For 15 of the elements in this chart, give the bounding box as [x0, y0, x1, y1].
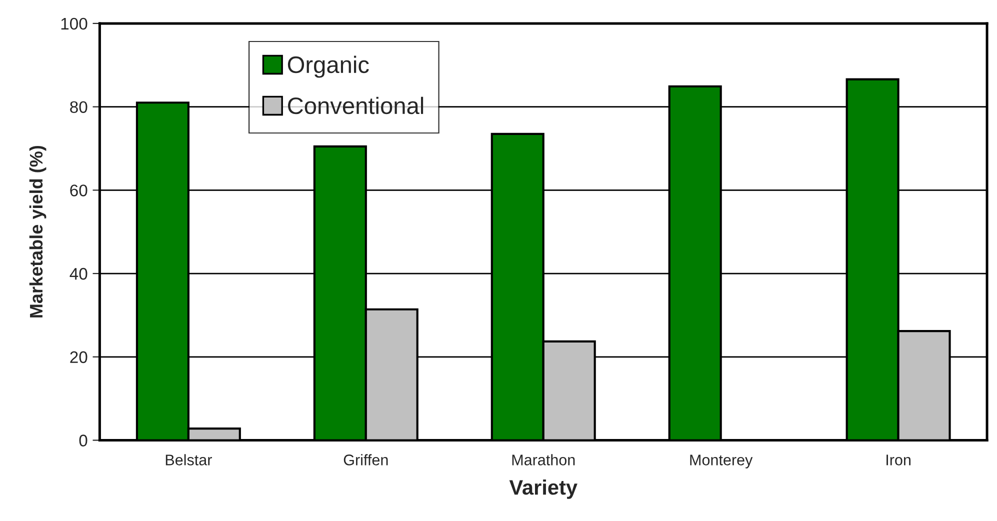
y-tick-label: 80: [70, 101, 88, 114]
y-tick-label: 40: [70, 268, 88, 280]
x-tick-label: Griffen: [344, 454, 388, 466]
y-tick-label: 20: [70, 351, 88, 364]
y-tick-label: 60: [70, 184, 88, 196]
x-tick-label: Marathon: [512, 454, 575, 466]
y-tick-label: 100: [61, 18, 88, 30]
x-axis-title: Variety: [509, 479, 578, 499]
x-tick-label: Belstar: [166, 454, 212, 466]
x-tick-label: Monterey: [690, 454, 753, 468]
legend-label: Organic: [288, 56, 369, 78]
legend-label: Conventional: [288, 96, 424, 114]
y-tick-label: 0: [79, 434, 88, 446]
y-axis-title: Marketable yield (%): [29, 146, 46, 318]
x-tick-label: Iron: [886, 454, 910, 466]
